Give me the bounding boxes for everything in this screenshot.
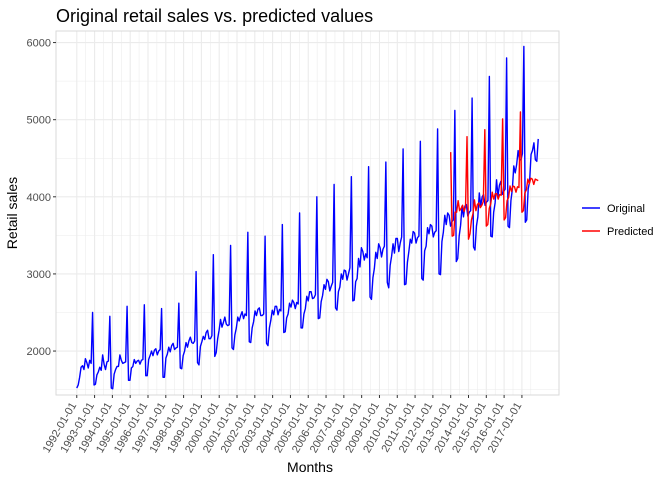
- y-axis: 2000 3000 4000 5000 6000: [27, 38, 56, 358]
- series-line-original: [76, 45, 539, 390]
- legend: Original Predicted: [582, 203, 653, 238]
- y-tick-label: 2000: [27, 346, 51, 358]
- grid-major: [56, 31, 559, 395]
- series-line-predicted: [449, 111, 539, 240]
- legend-label-predicted: Predicted: [607, 226, 653, 238]
- y-tick-label: 4000: [27, 192, 51, 204]
- x-axis: 1992-01-011993-01-011994-01-011995-01-01…: [41, 395, 524, 455]
- y-axis-title: Retail sales: [4, 177, 20, 249]
- panel-border: [55, 30, 560, 396]
- series-layer: [76, 45, 539, 390]
- x-axis-title: Months: [287, 459, 333, 475]
- y-tick-label: 6000: [27, 38, 51, 50]
- plot-panel: [55, 30, 560, 396]
- y-tick-label: 5000: [27, 115, 51, 127]
- grid-minor: [56, 31, 559, 395]
- y-tick-label: 3000: [27, 269, 51, 281]
- chart-title: Original retail sales vs. predicted valu…: [56, 6, 373, 26]
- legend-label-original: Original: [607, 203, 645, 215]
